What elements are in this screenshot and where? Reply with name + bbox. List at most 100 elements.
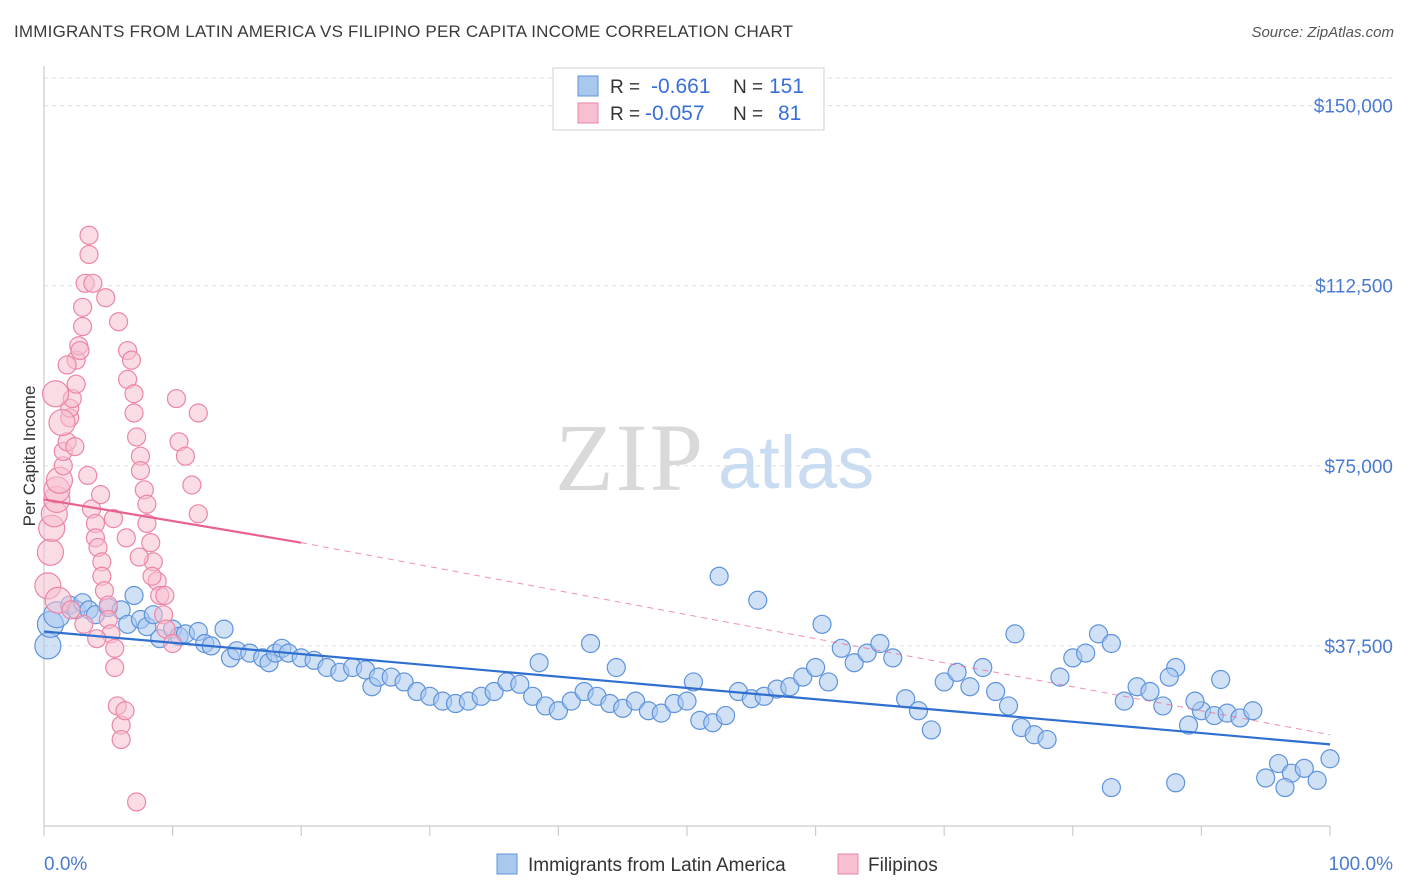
data-point-latin-america: [523, 686, 543, 706]
data-point-latin-america: [1275, 777, 1295, 798]
data-point-latin-america: [1159, 667, 1179, 687]
data-point-filipinos: [188, 504, 208, 524]
legend-r-value-blue: -0.661: [651, 75, 711, 98]
legend-r-label-pink: R =: [610, 104, 640, 125]
y-tick-label: $150,000: [1314, 97, 1393, 118]
data-point-filipinos: [142, 566, 162, 586]
data-point-latin-america: [1140, 681, 1160, 702]
data-point-latin-america: [561, 691, 581, 711]
data-point-latin-america: [1294, 758, 1314, 778]
watermark-atlas: atlas: [718, 421, 874, 504]
data-point-latin-america: [1178, 715, 1199, 735]
data-point-filipinos: [79, 225, 99, 245]
legend-r-value-pink: -0.057: [645, 102, 705, 125]
legend-swatch-blue: [577, 75, 599, 97]
data-point-latin-america: [870, 633, 890, 654]
data-point-filipinos: [66, 374, 86, 394]
data-point-latin-america: [805, 657, 826, 678]
data-point-filipinos: [105, 657, 125, 678]
y-axis-title: Per Capita Income: [20, 386, 39, 527]
data-point-filipinos: [72, 297, 93, 317]
data-point-filipinos: [182, 475, 202, 495]
data-point-filipinos: [137, 494, 157, 514]
data-point-latin-america: [580, 633, 601, 654]
data-point-filipinos: [105, 638, 125, 658]
data-point-latin-america: [214, 619, 234, 639]
data-point-latin-america: [1005, 624, 1025, 644]
data-point-latin-america: [1037, 729, 1057, 750]
data-point-latin-america: [1114, 691, 1134, 711]
x-tick-label-min: 0.0%: [44, 854, 87, 875]
trend-lines: [43, 498, 1331, 746]
data-point-latin-america: [1185, 691, 1205, 711]
data-point-latin-america: [934, 672, 954, 692]
legend-bottom: Immigrants from Latin America Filipinos: [496, 853, 938, 876]
data-point-filipinos: [175, 446, 196, 466]
data-point-latin-america: [510, 674, 530, 694]
data-point-filipinos: [48, 408, 76, 437]
data-point-filipinos: [141, 533, 161, 553]
data-point-latin-america: [677, 691, 697, 711]
data-point-latin-america: [715, 705, 736, 726]
data-point-filipinos: [155, 585, 175, 606]
data-point-filipinos: [126, 792, 147, 812]
data-point-latin-america: [651, 703, 671, 723]
data-point-latin-america: [973, 657, 993, 678]
data-point-filipinos: [70, 340, 90, 361]
data-point-filipinos: [41, 380, 70, 408]
data-point-latin-america: [947, 662, 967, 682]
data-point-filipinos: [111, 729, 131, 750]
data-point-latin-america: [1211, 669, 1231, 690]
trend-line-filipinos-extension: [301, 542, 1331, 736]
data-point-latin-america: [844, 653, 864, 673]
data-point-latin-america: [548, 701, 569, 721]
data-point-filipinos: [74, 614, 94, 634]
axes: [43, 66, 1331, 836]
legend-top: R = -0.661 N = 151 R = -0.057 N = 81: [552, 67, 825, 131]
grid: [44, 77, 1394, 647]
data-point-latin-america: [748, 590, 768, 610]
data-point-latin-america: [908, 701, 929, 721]
x-tick-label-max: 100.0%: [1329, 854, 1394, 875]
data-point-filipinos: [124, 403, 144, 423]
data-point-latin-america: [793, 667, 813, 687]
legend-n-label-pink: N =: [733, 104, 763, 125]
data-point-latin-america: [1050, 667, 1070, 687]
data-point-filipinos: [108, 312, 129, 332]
data-point-latin-america: [484, 681, 504, 702]
data-point-filipinos: [166, 388, 187, 409]
watermark-zip: ZIP: [555, 404, 705, 511]
x-tick-labels: 0.0% 100.0%: [44, 854, 1393, 875]
data-point-latin-america: [529, 653, 549, 673]
legend-n-label-blue: N =: [733, 77, 763, 98]
y-tick-label: $112,500: [1315, 277, 1393, 298]
data-point-filipinos: [78, 465, 98, 486]
legend-swatch-pink: [577, 102, 599, 124]
data-point-filipinos: [87, 629, 107, 649]
data-point-filipinos: [72, 316, 93, 337]
legend-n-value-pink: 81: [778, 102, 801, 125]
data-point-latin-america: [1088, 624, 1109, 644]
chart-title: IMMIGRANTS FROM LATIN AMERICA VS FILIPIN…: [14, 22, 794, 41]
data-point-latin-america: [1076, 643, 1096, 663]
data-point-latin-america: [921, 720, 941, 740]
data-point-latin-america: [394, 672, 414, 692]
data-point-latin-america: [883, 648, 903, 668]
source-label: Source: ZipAtlas.com: [1251, 24, 1394, 41]
data-point-latin-america: [998, 696, 1019, 716]
data-point-filipinos: [137, 513, 157, 534]
data-point-latin-america: [780, 677, 800, 697]
data-point-filipinos: [124, 384, 144, 404]
data-point-latin-america: [709, 566, 729, 586]
trend-line-latin-america: [43, 630, 1331, 746]
data-point-latin-america: [831, 638, 851, 658]
data-point-latin-america: [1101, 777, 1121, 798]
data-point-filipinos: [96, 288, 116, 308]
data-point-latin-america: [1307, 770, 1327, 790]
data-point-latin-america: [812, 614, 832, 634]
data-point-filipinos: [36, 538, 65, 566]
data-point-latin-america: [1268, 753, 1289, 774]
data-point-latin-america: [683, 672, 704, 692]
y-tick-label: $37,500: [1324, 637, 1393, 658]
